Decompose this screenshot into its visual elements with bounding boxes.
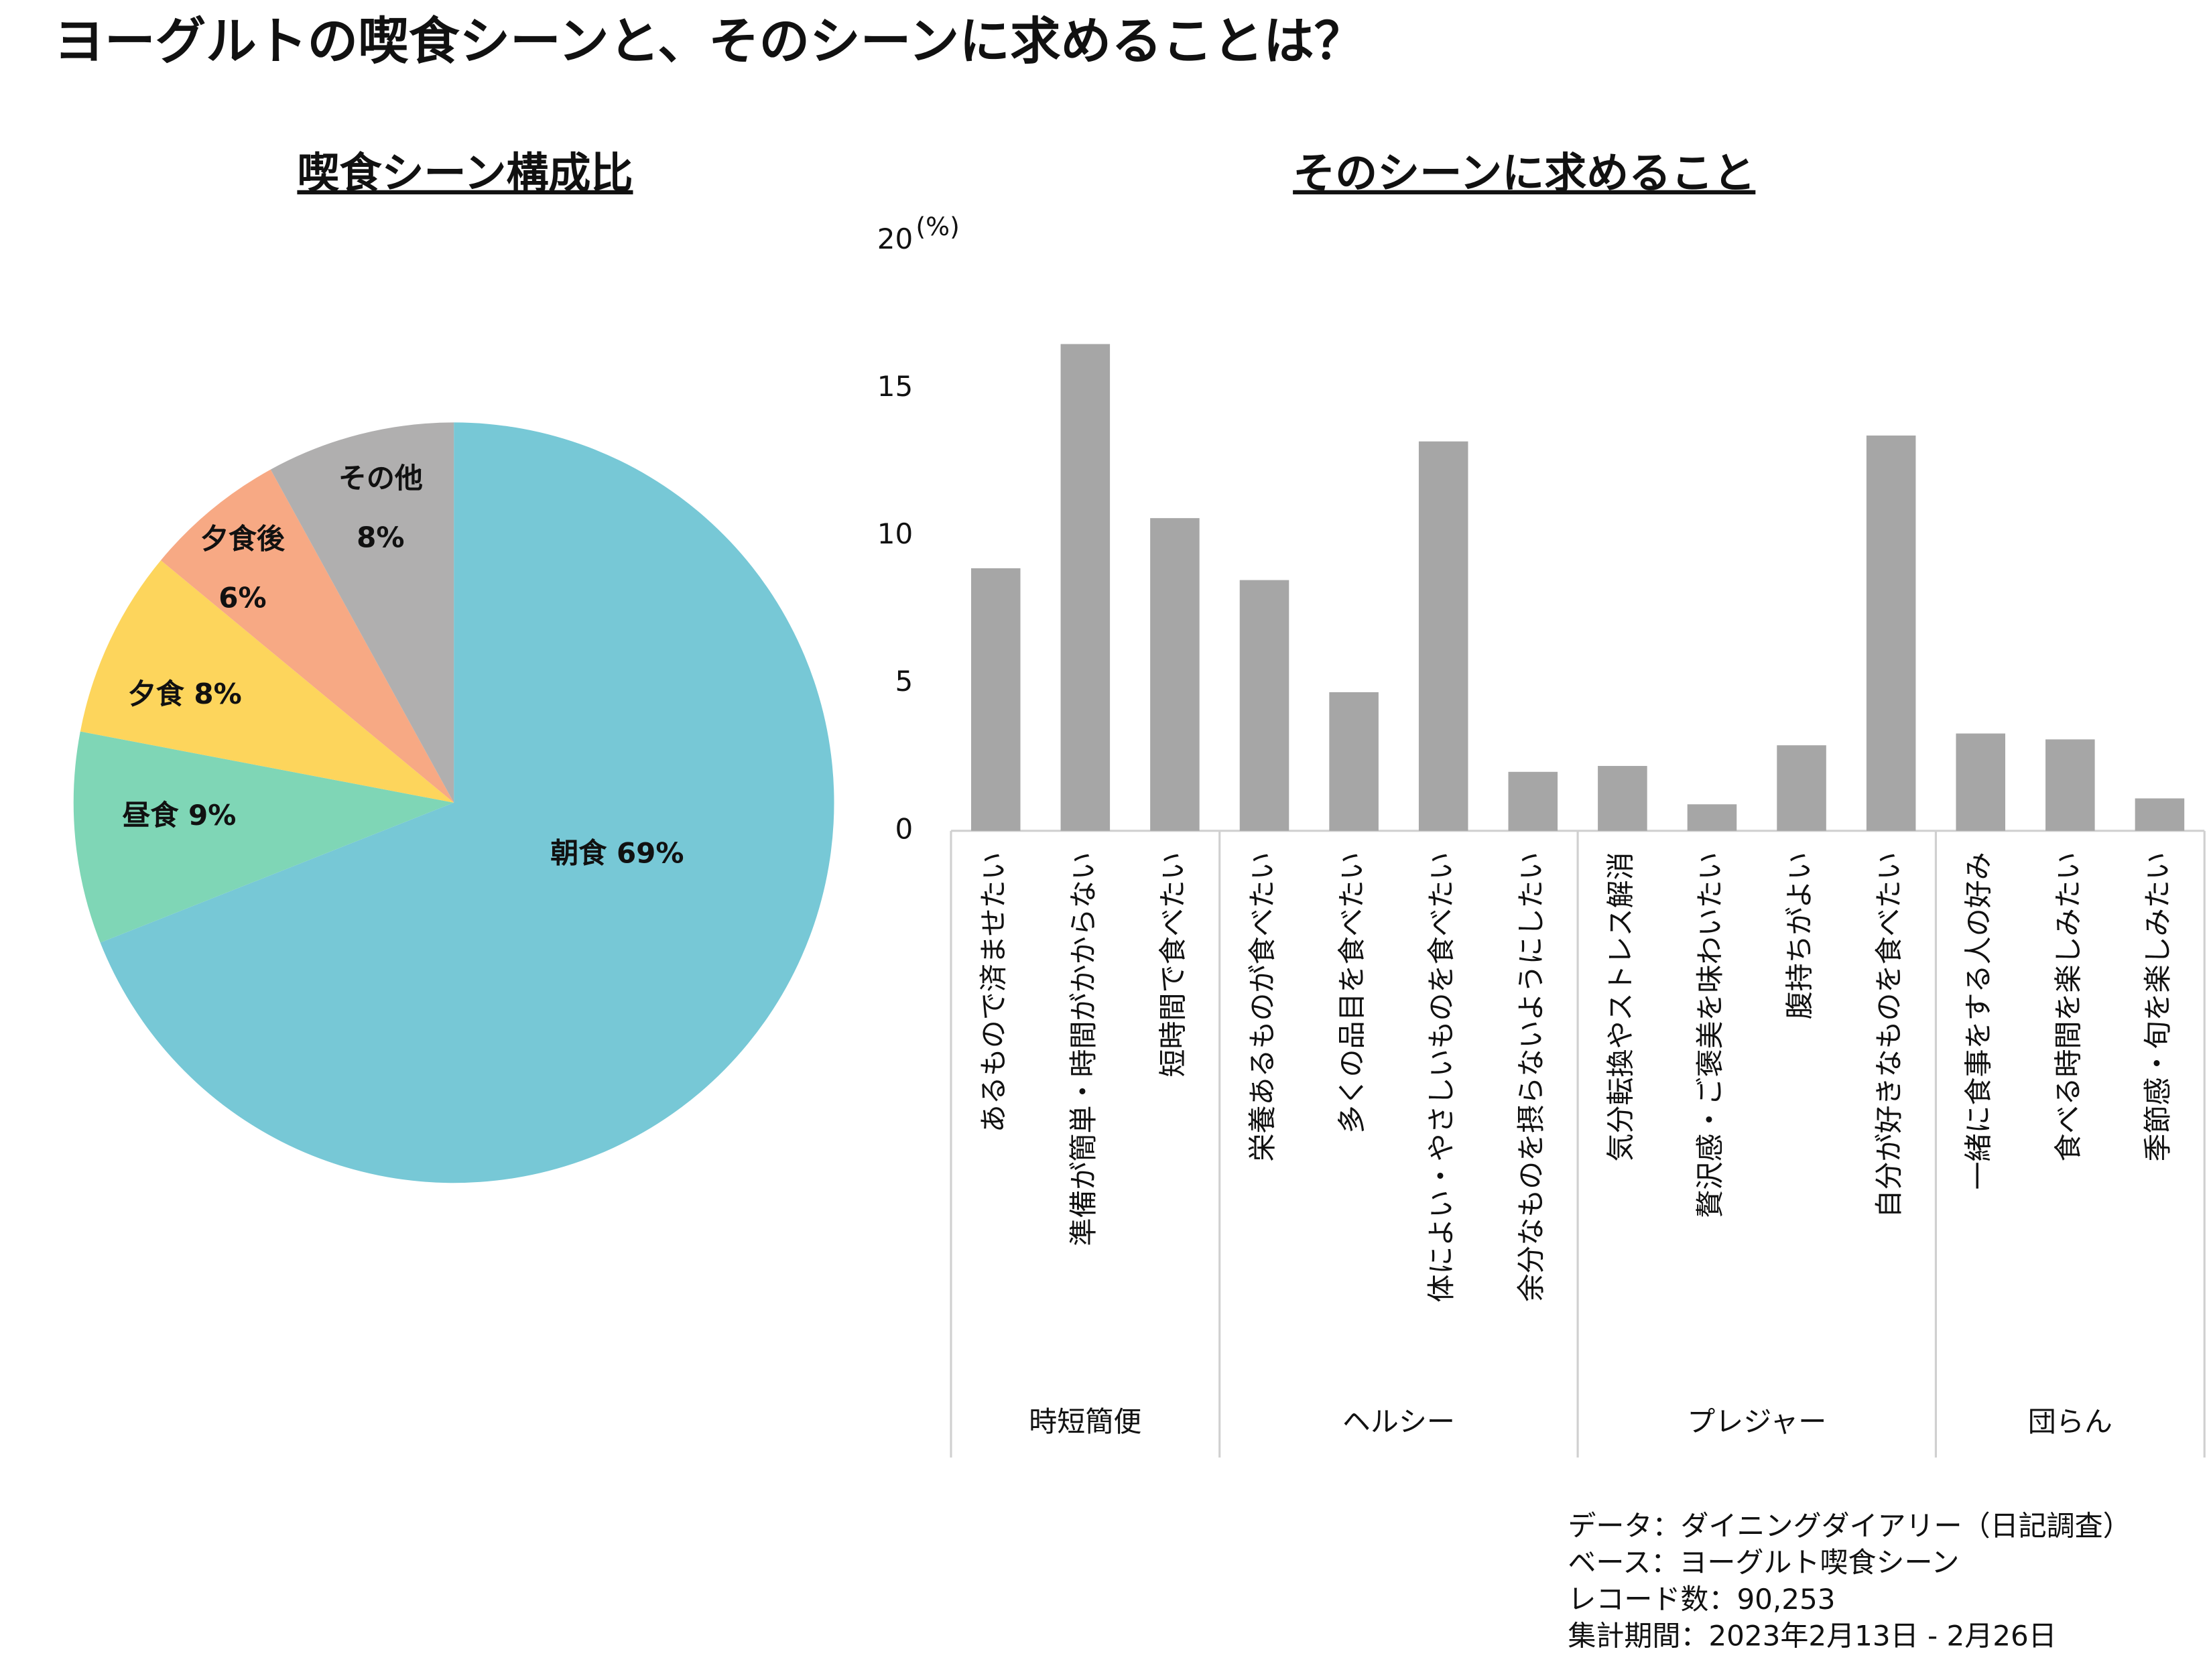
- slice-value: 8%: [194, 677, 241, 710]
- page-title: ヨーグルトの喫食シーンと、そのシーンに求めることは？: [54, 12, 1365, 71]
- bar: [1060, 344, 1111, 831]
- x-tick-label: 余分なものを摂らないようにしたい: [1515, 852, 1548, 1301]
- bar: [1777, 745, 1826, 831]
- pie-slice: [160, 469, 454, 803]
- pie-slice: [270, 422, 454, 803]
- footnote: データ：ダイニングダイアリー（日記調査）: [1568, 1510, 2131, 1543]
- y-tick-label: 15: [877, 370, 913, 403]
- x-tick-label: 季節感・旬を楽しみたい: [2141, 852, 2174, 1161]
- bar: [1687, 804, 1737, 831]
- slice-name: 朝食: [550, 836, 607, 869]
- x-tick-label: 自分が好きなものを食べたい: [1873, 852, 1905, 1218]
- footnote: レコード数：90,253: [1568, 1583, 1835, 1616]
- pie-slice: [80, 560, 454, 803]
- slice-value: 6%: [218, 582, 266, 615]
- x-tick-label: 体によい・やさしいものを食べたい: [1425, 852, 1458, 1302]
- x-tick-label: 気分転換やストレス解消: [1604, 852, 1637, 1161]
- slice-name: 夕食: [128, 677, 185, 710]
- slice-name: 夕食後: [200, 522, 286, 555]
- y-tick-label: 5: [895, 665, 913, 698]
- pie-slice: [73, 731, 454, 943]
- x-tick-label: 多くの品目を食べたい: [1336, 852, 1369, 1133]
- bar: [1329, 692, 1379, 831]
- pie-slice: [100, 422, 834, 1183]
- slice-value: 8%: [357, 521, 404, 554]
- footnote: ベース：ヨーグルト喫食シーン: [1568, 1546, 1959, 1579]
- slice-value: 69%: [617, 836, 684, 869]
- x-tick-label: 贅沢感・ご褒美を味わいたい: [1694, 852, 1726, 1218]
- y-unit: (%): [916, 212, 959, 241]
- group-label: 時短簡便: [1029, 1405, 1141, 1438]
- slice-name: その他: [338, 462, 423, 495]
- slice-name: 昼食: [122, 798, 179, 831]
- slice-label: 朝食 69%: [550, 836, 684, 869]
- bar: [1598, 765, 1647, 831]
- bar: [2135, 798, 2185, 831]
- x-tick-label: 短時間で食べたい: [1156, 852, 1189, 1077]
- slice-value: 9%: [188, 798, 236, 831]
- bar: [1956, 733, 2006, 831]
- x-tick-label: 一緒に食事をする人の好み: [1962, 852, 1995, 1189]
- y-tick-label: 20: [877, 222, 913, 255]
- group-label: 団らん: [2028, 1405, 2112, 1438]
- x-tick-label: 食べる時間を楽しみたい: [2052, 852, 2084, 1161]
- chart-title: 喫食シーン構成比: [297, 148, 633, 198]
- bar: [1239, 580, 1289, 831]
- bar: [970, 568, 1021, 831]
- chart-title: そのシーンに求めること: [1293, 148, 1755, 198]
- slice-label: 昼食 9%: [122, 798, 236, 831]
- slice-label: 夕食 8%: [128, 677, 242, 710]
- bar: [2045, 739, 2095, 831]
- bar: [1418, 441, 1468, 831]
- group-label: ヘルシー: [1342, 1405, 1455, 1438]
- footnote: 集計期間：2023年2月13日 - 2月26日: [1568, 1619, 2056, 1652]
- group-label: プレジャー: [1687, 1405, 1826, 1438]
- bar: [1150, 518, 1200, 831]
- bar: [1508, 771, 1558, 831]
- bar: [1866, 435, 1916, 831]
- y-tick-label: 0: [895, 812, 913, 845]
- x-tick-label: あるもので済ませたい: [977, 852, 1010, 1133]
- x-tick-label: 準備が簡単・時間がかからない: [1067, 852, 1100, 1246]
- y-tick-label: 10: [877, 517, 913, 550]
- x-tick-label: 腹持ちがよい: [1783, 852, 1816, 1019]
- x-tick-label: 栄養あるものが食べたい: [1246, 852, 1279, 1161]
